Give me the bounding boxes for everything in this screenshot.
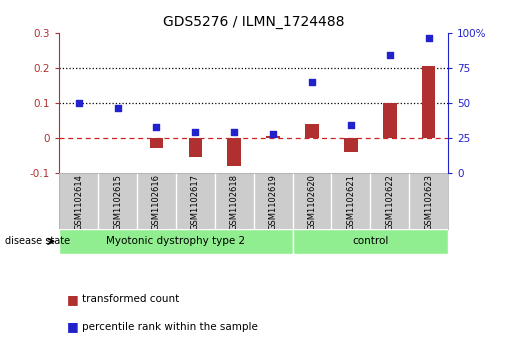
Bar (266, 136, 280, 138)
Bar (150, 138, 163, 148)
Title: GDS5276 / ILMN_1724488: GDS5276 / ILMN_1724488 (163, 15, 345, 29)
Text: GSM1102616: GSM1102616 (152, 174, 161, 231)
Point (424, 35, 433, 41)
Bar (59, 229, 293, 254)
Bar (228, 138, 241, 166)
Text: GSM1102617: GSM1102617 (191, 174, 200, 231)
Point (152, 124, 161, 130)
Point (191, 130, 199, 135)
Text: GSM1102620: GSM1102620 (307, 174, 316, 230)
Text: transformed count: transformed count (82, 294, 180, 305)
Point (230, 130, 238, 135)
Point (386, 53, 394, 58)
Bar (422, 66, 435, 138)
Text: GSM1102619: GSM1102619 (269, 174, 278, 230)
Text: disease state: disease state (5, 236, 70, 246)
Text: control: control (352, 236, 388, 246)
Text: ■: ■ (67, 320, 79, 333)
Text: percentile rank within the sample: percentile rank within the sample (82, 322, 259, 332)
Text: GSM1102615: GSM1102615 (113, 174, 122, 230)
Point (308, 79, 316, 85)
Point (75, 100, 83, 106)
Point (347, 122, 355, 128)
Text: GSM1102621: GSM1102621 (347, 174, 355, 230)
Text: GSM1102614: GSM1102614 (74, 174, 83, 230)
Bar (344, 138, 357, 152)
Bar (293, 229, 448, 254)
Bar (188, 138, 202, 157)
Bar (383, 103, 397, 138)
Point (113, 105, 122, 111)
Text: ■: ■ (67, 293, 79, 306)
Point (269, 131, 277, 137)
Bar (305, 124, 319, 138)
Text: GSM1102618: GSM1102618 (230, 174, 238, 231)
Text: GSM1102622: GSM1102622 (385, 174, 394, 230)
Text: GSM1102623: GSM1102623 (424, 174, 433, 231)
Text: Myotonic dystrophy type 2: Myotonic dystrophy type 2 (106, 236, 246, 246)
